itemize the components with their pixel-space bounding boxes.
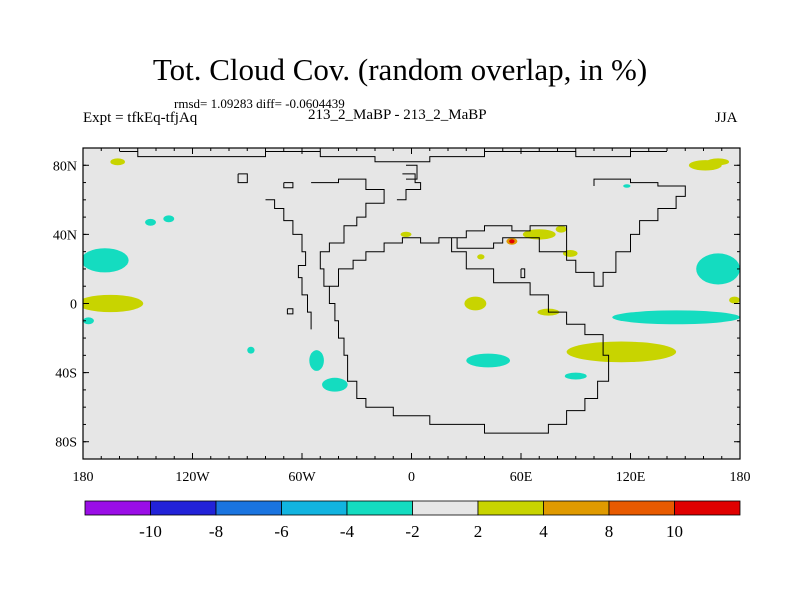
anomaly-region <box>83 317 94 325</box>
colorbar-label: 2 <box>474 522 483 541</box>
coastline <box>311 178 610 434</box>
colorbar-label: -8 <box>209 522 223 541</box>
continent-outline-layer <box>119 151 686 434</box>
coastline <box>286 308 294 315</box>
anomaly-region <box>247 346 255 354</box>
colorbar: -10 -8 -6 -4 -2 2 4 8 10 <box>84 500 741 541</box>
coastline <box>283 182 294 189</box>
colorbar-box <box>412 500 479 516</box>
coastline <box>119 151 667 163</box>
colorbar-box <box>281 500 348 516</box>
y-tick-label: 80N <box>53 159 77 174</box>
anomaly-region <box>466 353 511 368</box>
anomaly-region <box>163 215 175 223</box>
anomaly-region <box>522 229 556 240</box>
colorbar-label: 4 <box>539 522 548 541</box>
anomaly-region <box>464 296 487 311</box>
x-tick-label: 180 <box>73 470 94 485</box>
anomaly-region <box>612 310 740 325</box>
anomaly-region <box>509 239 515 244</box>
anomaly-region <box>83 294 144 313</box>
y-tick-label: 0 <box>70 298 77 313</box>
coastline <box>265 199 312 330</box>
colorbar-box <box>477 500 544 516</box>
coastline <box>396 173 422 201</box>
season-label: JJA <box>715 110 738 126</box>
anomaly-region <box>322 377 348 392</box>
x-tick-label: 120E <box>616 470 646 485</box>
y-tick-label: 80S <box>55 436 77 451</box>
anomaly-region <box>696 253 740 285</box>
colorbar-box <box>150 500 217 516</box>
anomaly-region <box>145 218 156 226</box>
y-tick-label: 40N <box>53 228 77 243</box>
x-tick-label: 60W <box>288 470 316 485</box>
anomaly-region <box>110 158 125 166</box>
anomaly-region <box>707 158 730 166</box>
anomaly-region <box>309 350 324 371</box>
anomaly-region <box>729 296 740 304</box>
axes-layer: 180 120W 60W 0 60E 120E 180 80N 40N 0 40S 80S <box>53 148 751 485</box>
y-tick-label: 40S <box>55 367 77 382</box>
colorbar-label: 8 <box>605 522 614 541</box>
anomaly-region <box>564 372 587 380</box>
colorbar-label: -10 <box>139 522 162 541</box>
x-tick-label: 60E <box>510 470 533 485</box>
x-tick-label: 120W <box>175 470 210 485</box>
experiment-label: Expt = tfkEq-tfjAq <box>83 110 198 126</box>
center-label: 213_2_MaBP - 213_2_MaBP <box>308 107 487 123</box>
anomaly-region <box>83 248 129 273</box>
colorbar-label: -6 <box>274 522 288 541</box>
colorbar-label: -4 <box>340 522 355 541</box>
anomaly-region <box>555 225 567 233</box>
colorbar-box <box>84 500 151 516</box>
colorbar-label: 10 <box>666 522 683 541</box>
x-tick-label: 0 <box>408 470 415 485</box>
anomaly-region <box>477 254 485 260</box>
plot-background <box>83 148 740 459</box>
chart-title: Tot. Cloud Cov. (random overlap, in %) <box>152 52 648 87</box>
stats-label: rmsd= 1.09283 diff= -0.0604439 <box>174 96 345 111</box>
colorbar-box <box>674 500 741 516</box>
anomaly-region <box>400 231 412 237</box>
anomaly-region <box>566 341 677 363</box>
anomaly-region <box>623 184 631 188</box>
coastline <box>237 173 248 184</box>
colorbar-box <box>346 500 413 516</box>
colorbar-box <box>608 500 675 516</box>
colorbar-box <box>215 500 282 516</box>
colorbar-box <box>543 500 610 516</box>
colorbar-label: -2 <box>405 522 419 541</box>
coastline <box>520 268 526 279</box>
anomaly-layer <box>83 158 740 392</box>
x-tick-label: 180 <box>730 470 751 485</box>
anomaly-region <box>562 249 578 257</box>
coastline <box>406 164 418 180</box>
coastline <box>566 178 686 287</box>
